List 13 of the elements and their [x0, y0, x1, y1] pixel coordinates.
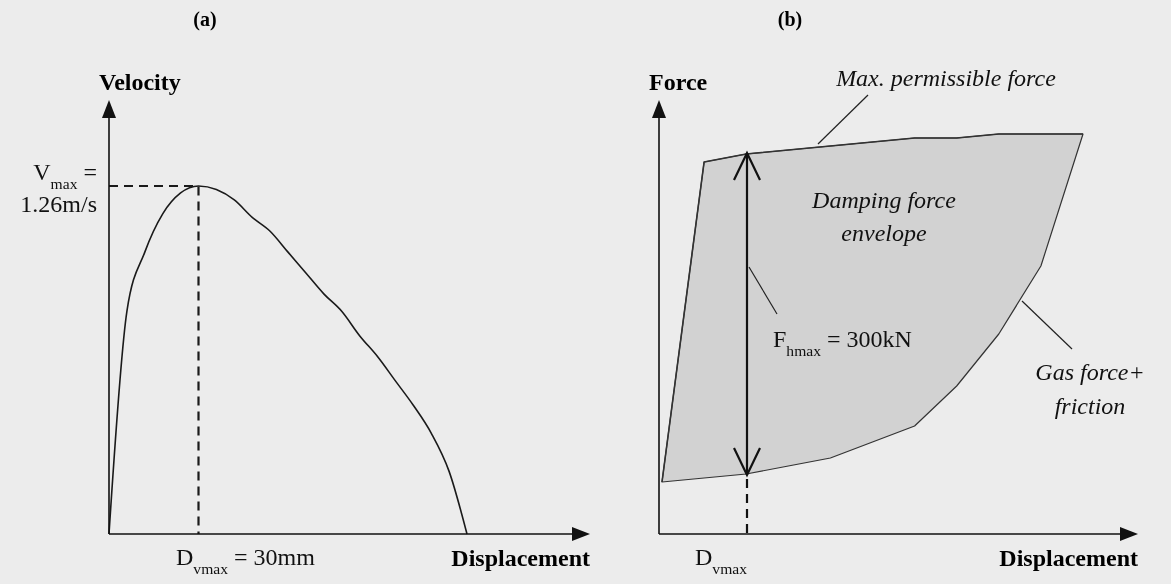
x-axis-title: Displacement: [451, 545, 590, 571]
text: Max. permissible force: [835, 65, 1057, 91]
annotation: Gas force+ friction: [1035, 359, 1145, 419]
chart-title: (a): [193, 8, 217, 31]
x-axis-title: Displacement: [999, 545, 1138, 571]
y-axis-title: Velocity: [99, 69, 181, 95]
y-axis-title: Force: [649, 69, 708, 95]
chart-title: (b): [777, 8, 803, 31]
text: D$_{vmax}$: [695, 544, 748, 577]
annotation: F$_{hmax}$ = 300kN: [773, 326, 912, 359]
text: V$_{max}$ = 1.26m/s: [20, 159, 97, 217]
annotation: Damping force envelope: [811, 187, 957, 246]
text: D$_{vmax}$ = 30mm: [176, 544, 316, 577]
